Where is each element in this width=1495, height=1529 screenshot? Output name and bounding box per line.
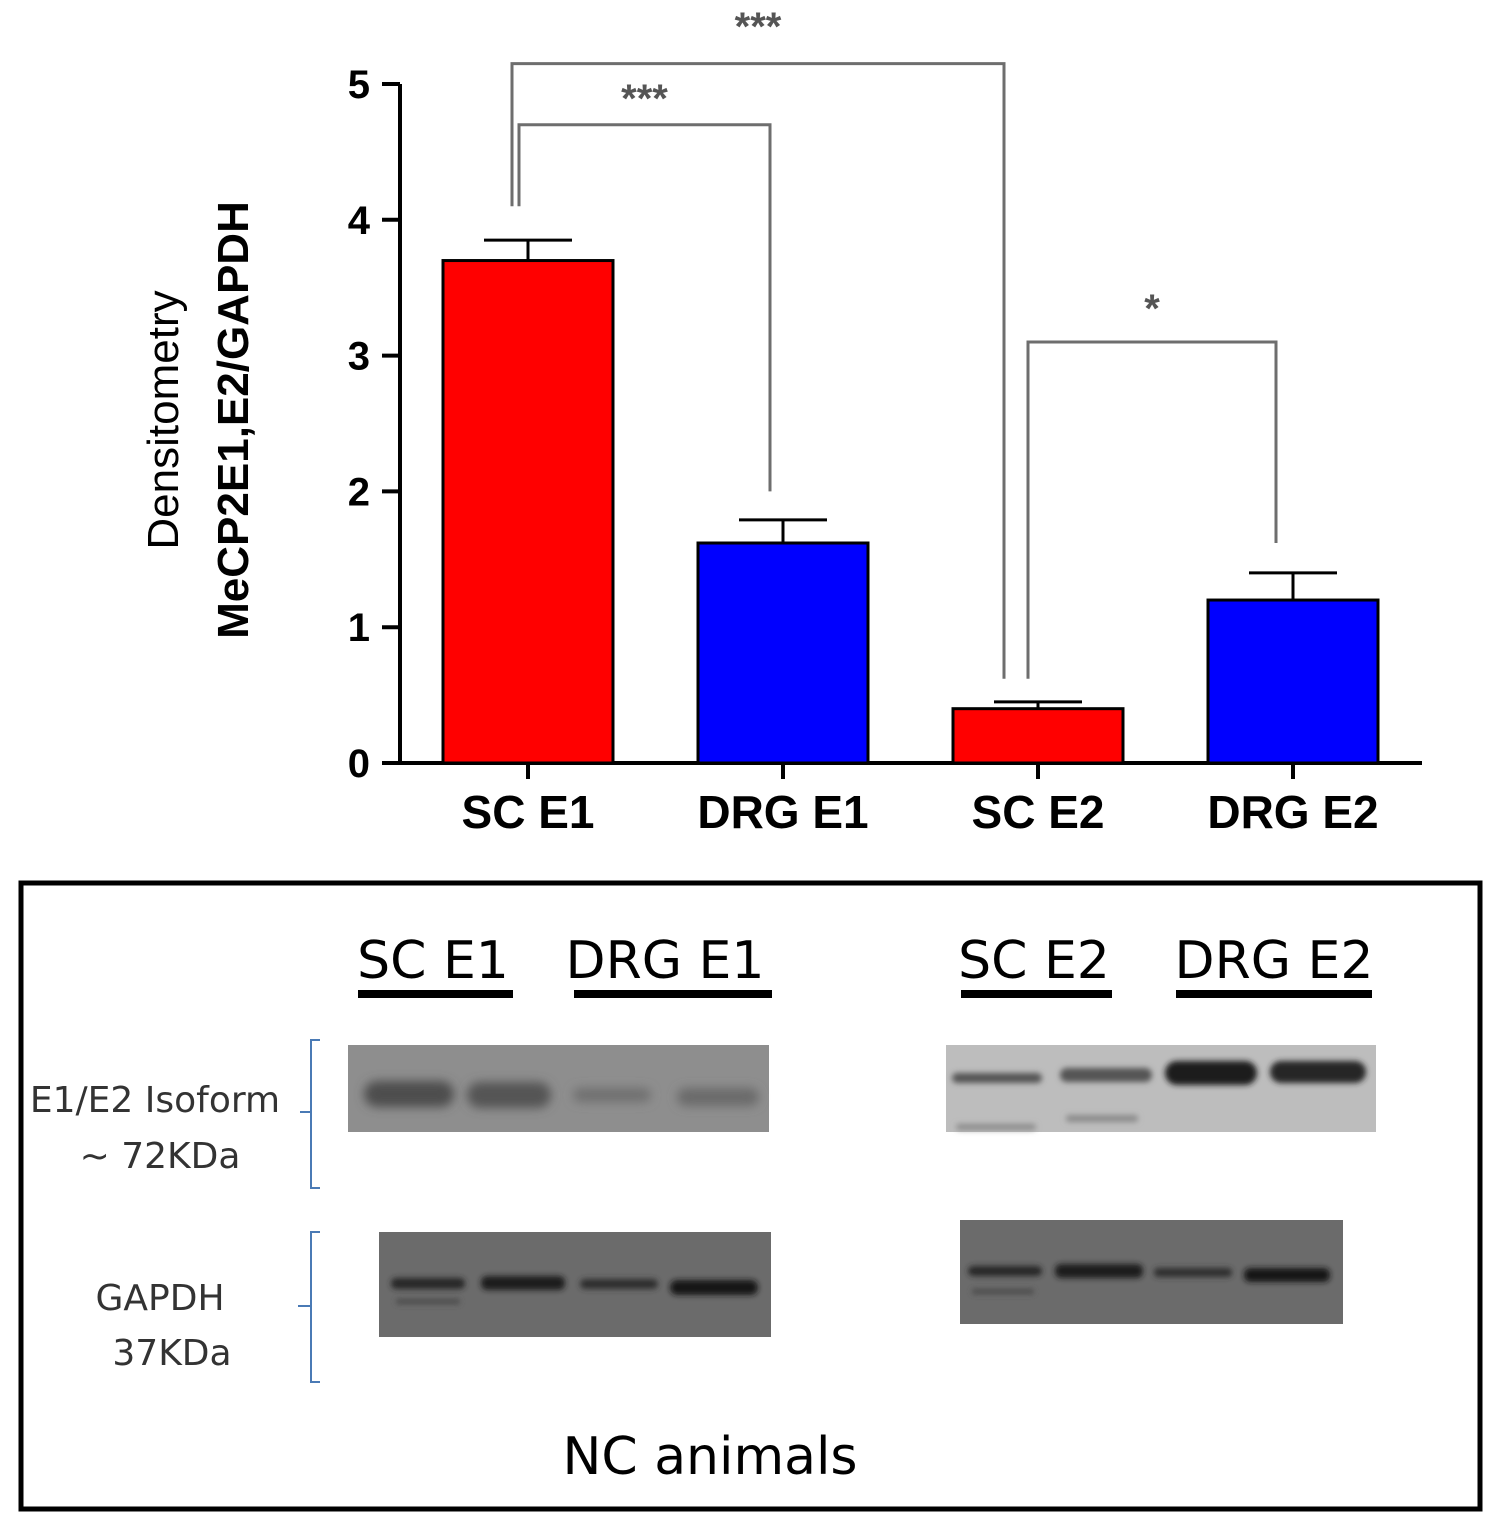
- significance-bracket: [1026, 340, 1278, 679]
- isoform-blot-left: [348, 1045, 769, 1132]
- bar: [1206, 598, 1380, 765]
- lane-label-drg-e2: DRG E2: [1175, 931, 1374, 991]
- gapdh-blot-right: [960, 1220, 1343, 1324]
- significance-label: *: [1144, 287, 1160, 331]
- y-axis-label-line1: Densitometry: [139, 290, 188, 549]
- x-tick-label: SC E1: [462, 786, 595, 838]
- lane-underline-sc-e2: [961, 990, 1112, 998]
- blot-caption: NC animals: [562, 1427, 857, 1487]
- significance-label: ***: [621, 77, 668, 121]
- error-bars: [484, 238, 1337, 709]
- isoform-label-line1: E1/E2 Isoform: [30, 1080, 280, 1121]
- bars: [441, 259, 1380, 765]
- gapdh-label-line1: GAPDH: [95, 1278, 224, 1319]
- lane-label-sc-e2: SC E2: [958, 931, 1110, 991]
- bar: [696, 541, 870, 765]
- x-tick-label: DRG E2: [1207, 786, 1378, 838]
- y-tick-label: 4: [348, 199, 371, 243]
- y-tick-label: 3: [348, 335, 370, 379]
- significance-brackets: *******: [510, 5, 1278, 679]
- isoform-blot-right: [946, 1045, 1376, 1132]
- y-tick-label: 5: [348, 63, 370, 107]
- lane-underline-sc-e1: [358, 990, 513, 998]
- significance-bracket: [517, 123, 772, 492]
- bar: [441, 259, 615, 765]
- y-tick-label: 2: [348, 470, 370, 514]
- lane-label-drg-e1: DRG E1: [566, 931, 765, 991]
- y-axis-label-line2: MeCP2E1,E2/GAPDH: [209, 201, 258, 639]
- gapdh-label-line2: 37KDa: [112, 1333, 231, 1374]
- lane-underline-drg-e2: [1176, 990, 1372, 998]
- y-axis: 0 1 2 3 4 5: [348, 63, 402, 786]
- isoform-bracket: [300, 1039, 320, 1189]
- y-tick-label: 0: [348, 742, 370, 786]
- significance-bracket: [510, 62, 1006, 679]
- blot-panel-frame: [18, 880, 1483, 1512]
- western-blot-panel: SC E1 DRG E1 SC E2 DRG E2 E1/E2 Isoform …: [18, 880, 1483, 1512]
- gapdh-blot-left: [379, 1232, 771, 1337]
- y-tick-label: 1: [348, 606, 370, 650]
- isoform-label-line2: ~ 72KDa: [80, 1136, 241, 1177]
- lane-label-sc-e1: SC E1: [357, 931, 509, 991]
- x-tick-label: SC E2: [972, 786, 1105, 838]
- y-axis-label: Densitometry MeCP2E1,E2/GAPDH: [139, 201, 258, 639]
- x-axis: SC E1 DRG E1 SC E2 DRG E2: [400, 761, 1422, 838]
- x-tick-label: DRG E1: [697, 786, 868, 838]
- bar: [951, 707, 1125, 765]
- significance-label: ***: [735, 5, 782, 49]
- bar-chart: Densitometry MeCP2E1,E2/GAPDH 0 1 2 3 4 5 SC …: [139, 5, 1422, 838]
- gapdh-bracket: [298, 1231, 320, 1383]
- lane-underline-drg-e1: [574, 990, 772, 998]
